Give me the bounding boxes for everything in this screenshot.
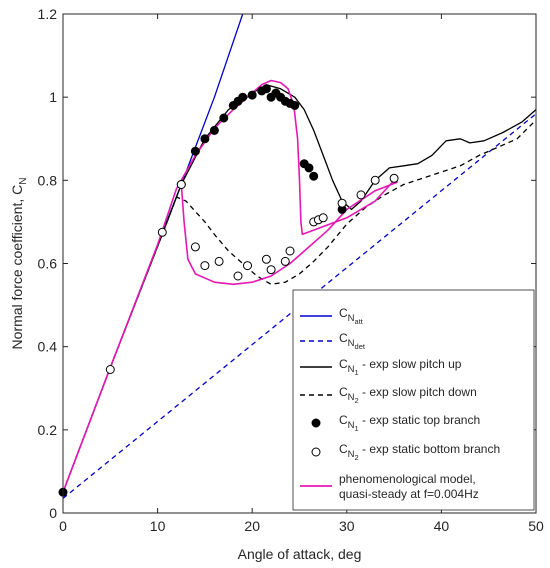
legend-label-main: C [339,306,348,320]
series-marker-4 [261,84,271,94]
series-marker-4 [219,113,229,123]
legend-label-suffix: - exp slow pitch up [359,357,462,371]
series-marker-5 [233,271,243,281]
legend-label-suffix: - exp slow pitch down [359,385,477,399]
series-marker-5 [318,213,328,223]
legend-label-sub: N [348,338,355,349]
legend-label-main: C [339,357,348,371]
legend-label-sub: N [348,364,355,375]
y-tick-label: 0.8 [38,172,58,188]
legend-label-main: C [339,331,348,345]
x-tick-label: 30 [339,518,355,534]
series-marker-5 [337,198,347,208]
legend-label-sub: N [348,449,355,460]
legend-swatch-4 [311,418,321,428]
y-tick-label: 0.6 [38,256,58,272]
legend-label-4: CN1 - exp static top branch [339,413,480,433]
y-axis-label: Normal force coefficient, CN [9,178,29,350]
series-marker-5 [243,261,252,271]
series-marker-5 [190,242,200,252]
legend-label-subsub: 1 [355,368,359,377]
legend-label-main: C [339,413,348,427]
legend-label-2: CN1 - exp slow pitch up [339,357,462,377]
series-marker-5 [157,227,167,237]
tick-layer: 0 10 20 30 40 50 0 0.2 0.4 0.6 0.8 1 1.2 [38,6,544,534]
legend-label-subsub: det [355,342,366,351]
legend-label-main: C [339,442,348,456]
y-tick-label: 1 [49,89,57,105]
x-tick-label: 10 [150,518,166,534]
y-tick-label: 1.2 [38,6,58,22]
legend-label-6: phenomenological model, [339,472,476,486]
legend-label-6-line2: quasi-steady at f=0.004Hz [339,487,479,501]
series-marker-4 [247,90,257,100]
marker-layer [58,84,399,497]
legend-label-subsub: att [355,317,364,326]
legend-label-sub: N [348,392,355,403]
legend-label-suffix: - exp static bottom branch [359,442,500,456]
series-marker-4 [309,171,319,181]
series-marker-5 [285,246,295,256]
series-marker-5 [261,254,271,264]
series-marker-5 [105,365,115,374]
series-marker-5 [370,175,380,185]
series-marker-5 [280,256,290,266]
series-line-3 [63,119,536,493]
legend-label-suffix: - exp static top branch [359,413,480,427]
legend-label-subsub: 2 [355,396,359,405]
y-axis-label-subscript: N [18,178,29,185]
series-marker-5 [214,256,224,266]
series-marker-4 [190,146,200,156]
y-tick-label: 0.4 [38,339,58,355]
y-axis-label-main: Normal force coefficient, C [9,185,25,350]
series-marker-5 [200,261,210,271]
legend-label-3: CN2 - exp slow pitch down [339,385,477,405]
legend-label-sub: N [348,313,355,324]
legend-label-subsub: 2 [355,453,359,462]
legend-label-1: CNdet [339,331,366,351]
series-marker-4 [304,163,314,173]
legend-label-main: C [339,385,348,399]
x-tick-label: 20 [244,518,260,534]
series-marker-4 [209,125,219,135]
legend-label-0: CNatt [339,306,364,326]
series-marker-5 [389,173,399,183]
series-marker-5 [266,265,276,275]
y-tick-label: 0 [49,505,57,521]
x-tick-label: 40 [434,518,450,534]
legend-label-5: CN2 - exp static bottom branch [339,442,500,462]
series-line-1 [63,113,536,499]
legend-box [292,289,535,511]
series-marker-4 [200,134,210,144]
series-marker-5 [356,190,366,200]
x-axis-label: Angle of attack, deg [238,546,362,562]
legend-label-sub: N [348,420,355,431]
x-tick-label: 0 [59,518,67,534]
legend-label-subsub: 1 [355,424,359,433]
y-tick-label: 0.2 [38,422,58,438]
x-tick-label: 50 [528,518,544,534]
series-marker-5 [176,180,186,189]
series-marker-4 [290,101,300,110]
legend-swatch-5 [311,447,321,457]
series-marker-4 [238,92,248,102]
